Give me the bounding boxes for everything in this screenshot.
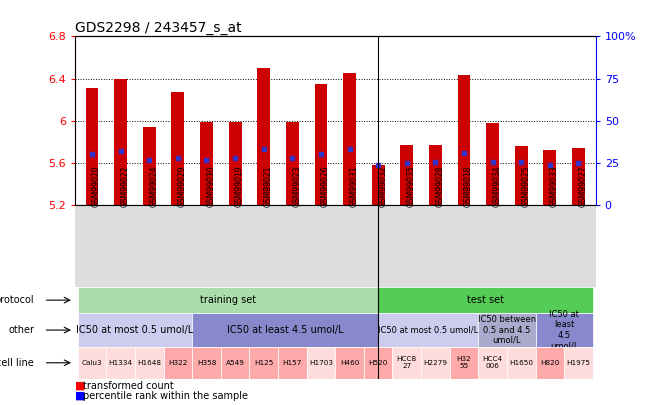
Text: IC50 at most 0.5 umol/L: IC50 at most 0.5 umol/L bbox=[76, 325, 193, 335]
Text: GSM99030: GSM99030 bbox=[206, 166, 215, 207]
Bar bbox=[314, 84, 327, 205]
Text: protocol: protocol bbox=[0, 295, 35, 305]
Bar bbox=[257, 68, 270, 205]
Text: H820: H820 bbox=[540, 360, 560, 366]
Text: H1703: H1703 bbox=[309, 360, 333, 366]
Bar bbox=[343, 73, 356, 205]
Bar bbox=[507, 347, 536, 379]
Text: transformed count: transformed count bbox=[83, 381, 174, 390]
Text: H1334: H1334 bbox=[109, 360, 133, 366]
Text: GSM99035: GSM99035 bbox=[407, 166, 416, 207]
Text: GSM99026: GSM99026 bbox=[321, 166, 330, 207]
Bar bbox=[106, 347, 135, 379]
Bar bbox=[307, 347, 335, 379]
Text: GSM99025: GSM99025 bbox=[521, 166, 531, 207]
Text: A549: A549 bbox=[226, 360, 245, 366]
Bar bbox=[400, 145, 413, 205]
Text: GSM99021: GSM99021 bbox=[264, 166, 273, 207]
Bar bbox=[536, 313, 593, 347]
Text: IC50 between
0.5 and 4.5
umol/L: IC50 between 0.5 and 4.5 umol/L bbox=[478, 315, 536, 345]
Text: GSM99020: GSM99020 bbox=[92, 166, 101, 207]
Bar bbox=[536, 347, 564, 379]
Text: GSM99019: GSM99019 bbox=[235, 166, 244, 207]
Text: HCC8
27: HCC8 27 bbox=[396, 356, 417, 369]
Text: cell line: cell line bbox=[0, 358, 35, 368]
Bar bbox=[335, 347, 364, 379]
Text: H157: H157 bbox=[283, 360, 302, 366]
Text: ■: ■ bbox=[75, 381, 85, 390]
Bar bbox=[200, 122, 213, 205]
Text: ■: ■ bbox=[75, 391, 85, 401]
Text: test set: test set bbox=[467, 295, 504, 305]
Text: GSM99024: GSM99024 bbox=[149, 166, 158, 207]
Text: GSM99018: GSM99018 bbox=[464, 166, 473, 207]
Text: GSM99029: GSM99029 bbox=[178, 166, 187, 207]
Bar bbox=[364, 347, 393, 379]
Text: H2279: H2279 bbox=[423, 360, 447, 366]
Text: training set: training set bbox=[200, 295, 256, 305]
Bar bbox=[378, 313, 478, 347]
Text: H1650: H1650 bbox=[509, 360, 533, 366]
Text: GSM99022: GSM99022 bbox=[120, 166, 130, 207]
Bar bbox=[572, 148, 585, 205]
Bar bbox=[278, 347, 307, 379]
Bar bbox=[229, 122, 242, 205]
Bar bbox=[221, 347, 249, 379]
Bar bbox=[544, 150, 557, 205]
Bar bbox=[450, 347, 478, 379]
Bar bbox=[135, 347, 163, 379]
Text: H1648: H1648 bbox=[137, 360, 161, 366]
Text: H125: H125 bbox=[254, 360, 273, 366]
Bar bbox=[429, 145, 442, 205]
Bar bbox=[192, 313, 378, 347]
Text: H460: H460 bbox=[340, 360, 359, 366]
Bar bbox=[163, 347, 192, 379]
Bar bbox=[478, 347, 507, 379]
Bar bbox=[77, 287, 378, 313]
Text: GSM99034: GSM99034 bbox=[493, 166, 502, 207]
Text: H32
55: H32 55 bbox=[456, 356, 471, 369]
Bar bbox=[393, 347, 421, 379]
Bar bbox=[486, 123, 499, 205]
Bar bbox=[286, 122, 299, 205]
Bar bbox=[421, 347, 450, 379]
Text: H358: H358 bbox=[197, 360, 216, 366]
Text: IC50 at
least
4.5
umol/L: IC50 at least 4.5 umol/L bbox=[549, 310, 579, 350]
Bar bbox=[458, 75, 471, 205]
Text: GSM99028: GSM99028 bbox=[436, 166, 445, 207]
Bar bbox=[114, 79, 127, 205]
Text: Calu3: Calu3 bbox=[82, 360, 102, 366]
Bar bbox=[85, 88, 98, 205]
Bar bbox=[249, 347, 278, 379]
Text: percentile rank within the sample: percentile rank within the sample bbox=[83, 391, 248, 401]
Bar bbox=[77, 347, 106, 379]
Bar bbox=[171, 92, 184, 205]
Bar bbox=[192, 347, 221, 379]
Text: H1975: H1975 bbox=[566, 360, 590, 366]
Text: GSM99032: GSM99032 bbox=[378, 166, 387, 207]
Text: GSM99031: GSM99031 bbox=[350, 166, 359, 207]
Text: GSM99023: GSM99023 bbox=[292, 166, 301, 207]
Text: IC50 at most 0.5 umol/L: IC50 at most 0.5 umol/L bbox=[378, 326, 478, 335]
Text: GSM99033: GSM99033 bbox=[550, 166, 559, 207]
Text: H520: H520 bbox=[368, 360, 388, 366]
Bar bbox=[143, 127, 156, 205]
Bar bbox=[478, 313, 536, 347]
Text: H322: H322 bbox=[168, 360, 187, 366]
Text: other: other bbox=[8, 325, 35, 335]
Bar bbox=[515, 146, 528, 205]
Bar bbox=[564, 347, 593, 379]
Bar bbox=[372, 165, 385, 205]
Text: GDS2298 / 243457_s_at: GDS2298 / 243457_s_at bbox=[75, 21, 242, 35]
Bar bbox=[77, 313, 192, 347]
Bar bbox=[378, 287, 593, 313]
Text: HCC4
006: HCC4 006 bbox=[482, 356, 503, 369]
Text: IC50 at least 4.5 umol/L: IC50 at least 4.5 umol/L bbox=[227, 325, 344, 335]
Text: GSM99027: GSM99027 bbox=[579, 166, 587, 207]
